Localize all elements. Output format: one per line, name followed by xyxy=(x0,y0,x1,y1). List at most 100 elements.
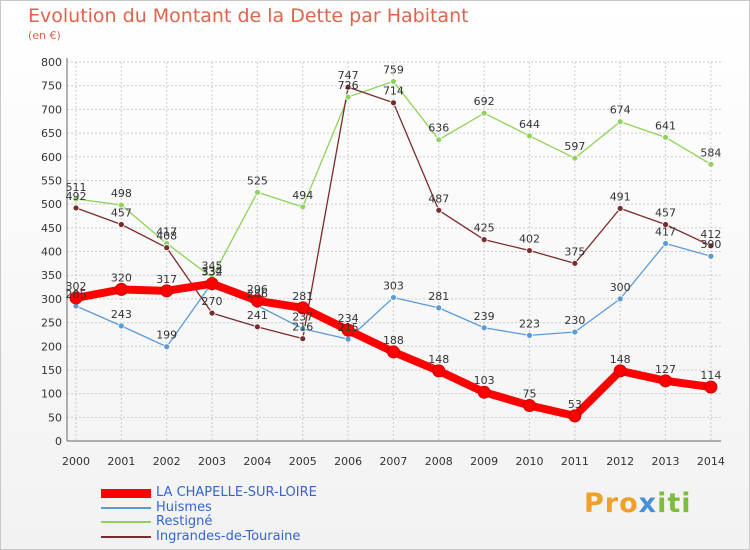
data-point xyxy=(662,240,669,247)
y-tick-label: 500 xyxy=(41,198,62,211)
data-label: 300 xyxy=(610,281,631,294)
data-point xyxy=(114,282,128,296)
data-point xyxy=(390,78,397,85)
data-point xyxy=(117,201,125,209)
data-point xyxy=(571,328,579,336)
x-tick-label: 2010 xyxy=(516,455,544,468)
data-point xyxy=(299,203,307,211)
y-tick-label: 350 xyxy=(41,269,62,282)
data-label: 492 xyxy=(66,190,87,203)
y-tick-label: 550 xyxy=(41,174,62,187)
data-point xyxy=(707,160,715,168)
legend-swatch xyxy=(101,506,151,509)
data-point xyxy=(390,294,397,301)
data-label: 332 xyxy=(202,266,223,279)
x-tick-label: 2004 xyxy=(243,455,271,468)
x-tick-label: 2014 xyxy=(697,455,725,468)
data-point xyxy=(250,294,264,308)
x-tick-label: 2005 xyxy=(289,455,317,468)
data-point xyxy=(163,343,171,351)
data-point xyxy=(163,244,171,252)
data-point xyxy=(390,99,397,107)
data-point xyxy=(344,93,352,101)
data-point xyxy=(117,221,125,228)
x-tick-label: 2001 xyxy=(107,455,135,468)
x-tick-label: 2007 xyxy=(379,455,407,468)
y-tick-label: 300 xyxy=(41,293,62,306)
data-label: 636 xyxy=(428,122,449,135)
y-tick-label: 0 xyxy=(55,435,62,448)
data-label: 103 xyxy=(474,374,495,387)
data-point xyxy=(480,324,488,332)
data-point xyxy=(662,221,669,228)
x-tick-label: 2002 xyxy=(153,455,181,468)
y-tick-label: 150 xyxy=(41,364,62,377)
data-point xyxy=(160,284,174,298)
data-label: 457 xyxy=(111,206,132,219)
data-point xyxy=(432,364,446,378)
data-point xyxy=(299,325,307,333)
data-point xyxy=(72,195,80,203)
data-point xyxy=(208,309,216,317)
chart-legend: LA CHAPELLE-SUR-LOIRE Huismes Restigné I… xyxy=(101,486,317,544)
data-label: 303 xyxy=(383,279,404,292)
data-label: 487 xyxy=(428,192,449,205)
data-label: 127 xyxy=(655,363,676,376)
data-label: 53 xyxy=(568,398,582,411)
y-tick-label: 200 xyxy=(41,340,62,353)
chart-unit-label: (en €) xyxy=(28,29,61,42)
data-label: 759 xyxy=(383,63,404,76)
data-point xyxy=(571,259,579,267)
data-label: 747 xyxy=(338,69,359,82)
data-point xyxy=(344,335,352,343)
data-point xyxy=(296,301,310,315)
data-label: 408 xyxy=(156,230,177,243)
data-point xyxy=(480,236,488,244)
data-label: 148 xyxy=(610,353,631,366)
data-label: 457 xyxy=(655,206,676,219)
data-label: 692 xyxy=(474,95,495,108)
data-label: 148 xyxy=(428,353,449,366)
data-label: 270 xyxy=(202,295,223,308)
data-label: 114 xyxy=(700,369,721,382)
data-point xyxy=(707,242,715,250)
y-tick-label: 700 xyxy=(41,103,62,116)
x-tick-label: 2000 xyxy=(62,455,90,468)
data-point xyxy=(568,409,582,423)
data-label: 390 xyxy=(700,238,721,251)
data-label: 498 xyxy=(111,187,132,200)
data-point xyxy=(526,247,533,254)
data-label: 511 xyxy=(66,181,87,194)
data-label: 239 xyxy=(474,310,495,323)
data-label: 302 xyxy=(66,280,87,293)
data-label: 281 xyxy=(292,290,313,303)
data-label: 241 xyxy=(247,309,268,322)
y-tick-label: 650 xyxy=(41,127,62,140)
y-tick-label: 450 xyxy=(41,222,62,235)
data-label: 286 xyxy=(247,288,268,301)
data-point xyxy=(526,132,533,140)
data-point xyxy=(344,83,352,91)
x-tick-label: 2006 xyxy=(334,455,362,468)
x-tick-label: 2013 xyxy=(652,455,680,468)
data-point xyxy=(205,277,219,291)
legend-swatch xyxy=(101,488,151,498)
data-label: 644 xyxy=(519,118,540,131)
data-point xyxy=(707,252,715,260)
data-label: 597 xyxy=(564,140,585,153)
data-label: 714 xyxy=(383,85,404,98)
data-point xyxy=(299,335,307,343)
data-point xyxy=(526,331,533,339)
data-point xyxy=(253,323,261,331)
data-point xyxy=(480,109,488,117)
data-label: 417 xyxy=(156,225,177,238)
y-tick-label: 100 xyxy=(41,388,62,401)
data-label: 494 xyxy=(292,189,313,202)
data-label: 320 xyxy=(111,271,132,284)
data-label: 75 xyxy=(523,387,537,400)
y-tick-label: 800 xyxy=(41,56,62,69)
data-point xyxy=(435,206,443,214)
y-tick-label: 600 xyxy=(41,151,62,164)
